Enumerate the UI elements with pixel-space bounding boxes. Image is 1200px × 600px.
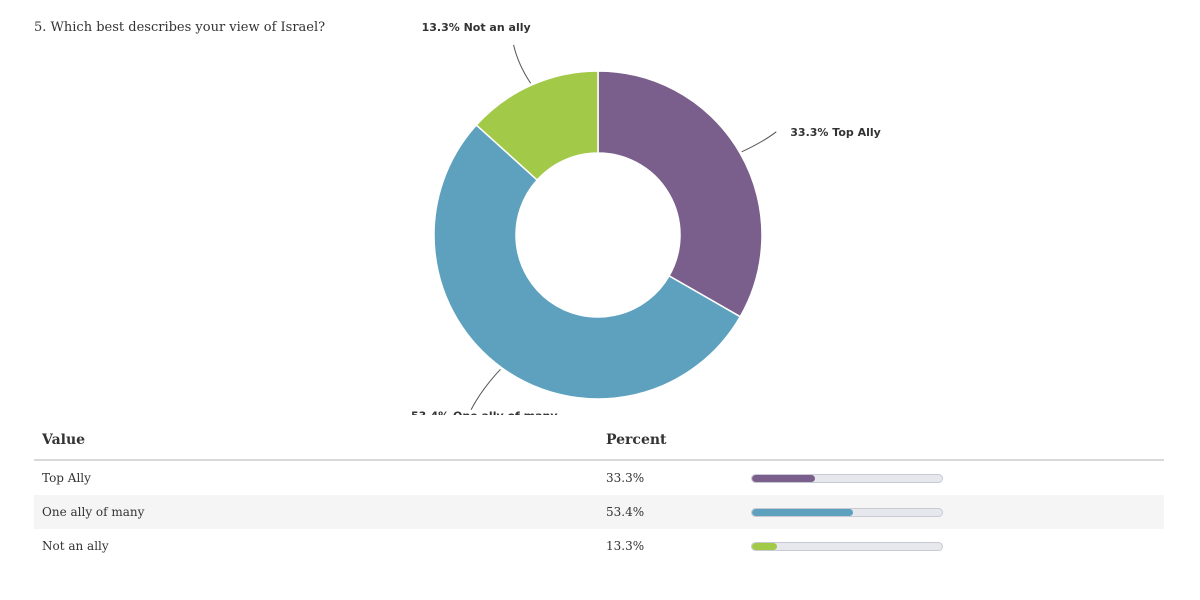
donut-slice-top-ally: [597, 70, 763, 318]
question-title: 5. Which best describes your view of Isr…: [34, 20, 326, 35]
table-row: Top Ally 33.3%: [34, 460, 1164, 495]
slice-label: 53.4% One ally of many: [411, 410, 558, 415]
donut-slice-not-an-ally: [475, 70, 599, 182]
donut-chart: 33.3% Top Ally 53.4% One ally of many 13.3…: [411, 21, 881, 415]
row-value: Not an ally: [42, 539, 109, 553]
slice-label: 33.3% Top Ally: [790, 126, 881, 139]
header-bar: [743, 421, 1164, 461]
header-percent: Percent: [598, 421, 743, 461]
row-percent: 53.4%: [598, 495, 743, 529]
slice-label: 13.3% Not an ally: [422, 21, 531, 34]
row-percent: 13.3%: [606, 539, 645, 553]
percent-bar-track: [751, 507, 943, 517]
table-row: One ally of many 53.4%: [34, 495, 1164, 529]
row-percent: 33.3%: [606, 471, 645, 485]
percent-bar-fill: [752, 508, 854, 516]
row-bar-cell: [743, 529, 1164, 563]
percent-bar-track: [751, 541, 943, 551]
percent-bar-fill: [752, 542, 778, 550]
percent-bar-track: [751, 473, 943, 483]
percent-bar-fill: [752, 474, 816, 482]
label-leader-line: [513, 44, 532, 84]
donut-slice-one-ally-of-many: [433, 123, 742, 400]
row-value: Top Ally: [42, 471, 91, 485]
row-bar-cell: [743, 460, 1164, 495]
table-row: Not an ally 13.3%: [34, 529, 1164, 563]
label-leader-line: [741, 131, 777, 153]
row-bar-cell: [743, 495, 1164, 529]
header-value: Value: [34, 421, 598, 461]
label-leader-line: [470, 368, 501, 410]
table-header-row: Value Percent: [34, 421, 1164, 461]
row-value: One ally of many: [34, 495, 598, 529]
results-table: Value Percent Top Ally 33.3% One ally of…: [34, 421, 1164, 563]
